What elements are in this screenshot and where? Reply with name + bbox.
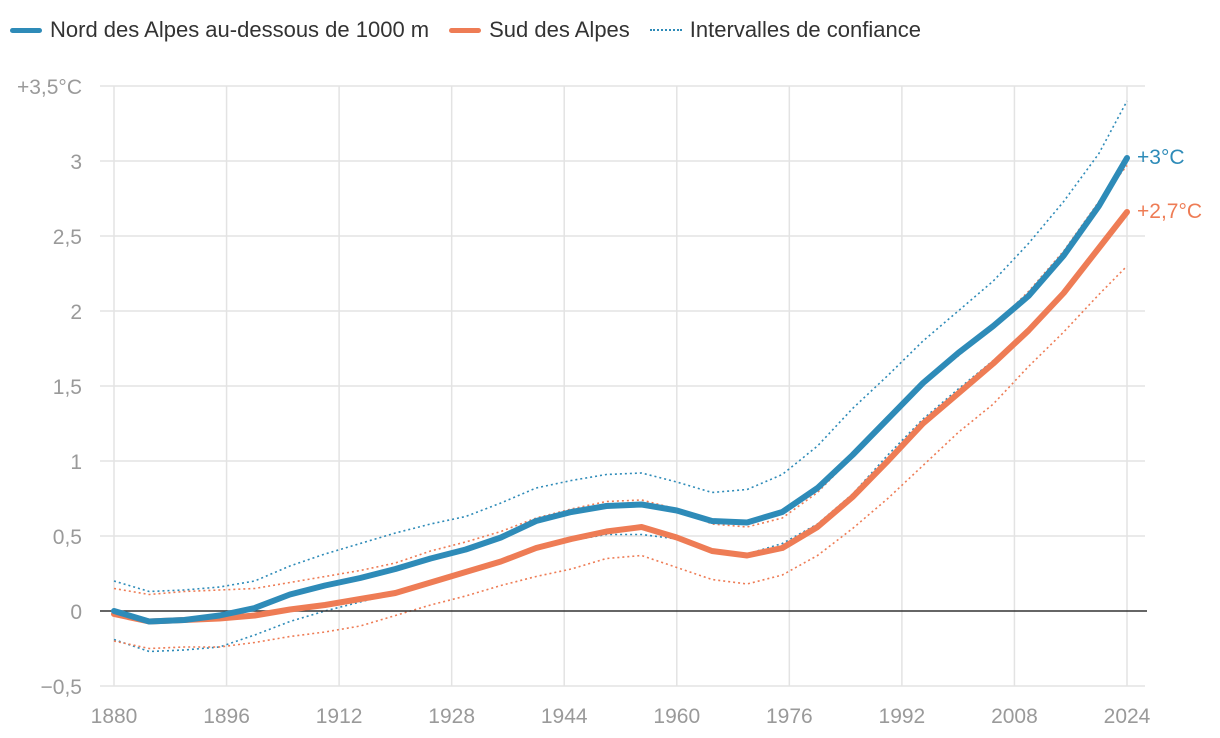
confidence-interval-lines xyxy=(113,100,1128,653)
legend-item-ci[interactable]: Intervalles de confiance xyxy=(649,17,921,43)
y-tick-label: 2 xyxy=(70,301,82,324)
x-tick-label: 1880 xyxy=(91,705,138,728)
x-tick-label: 2008 xyxy=(991,705,1038,728)
x-tick-label: 2024 xyxy=(1104,705,1151,728)
series-south-line xyxy=(111,209,1130,625)
ci-north-lower-line xyxy=(113,212,1128,653)
series-north-line xyxy=(111,155,1130,625)
legend-label-south: Sud des Alpes xyxy=(489,17,630,42)
x-tick-label: 1960 xyxy=(653,705,700,728)
legend-swatch-ci xyxy=(649,29,682,31)
x-tick-label: 1928 xyxy=(428,705,475,728)
x-tick-label: 1912 xyxy=(316,705,363,728)
x-tick-label: 1944 xyxy=(541,705,588,728)
x-tick-label: 1896 xyxy=(203,705,250,728)
y-tick-label: 3 xyxy=(70,151,82,174)
legend-item-south[interactable]: Sud des Alpes xyxy=(449,17,630,43)
legend: Nord des Alpes au-dessous de 1000 m Sud … xyxy=(10,14,941,46)
legend-swatch-north xyxy=(10,27,42,33)
y-tick-label: 1 xyxy=(70,451,82,474)
tick-labels: −0,5 0 0,5 1 1,5 2 2,5 3 +3,5°C 1880 1896 1912 1928 1… xyxy=(17,76,1202,728)
end-label-south: +2,7°C xyxy=(1137,200,1202,223)
legend-label-ci: Intervalles de confiance xyxy=(689,17,921,42)
end-label-north: +3°C xyxy=(1137,146,1185,169)
grid xyxy=(100,85,1145,687)
legend-item-north[interactable]: Nord des Alpes au-dessous de 1000 m xyxy=(10,17,429,43)
y-tick-label: −0,5 xyxy=(41,676,82,699)
legend-label-north: Nord des Alpes au-dessous de 1000 m xyxy=(50,17,430,42)
ci-south-lower-line xyxy=(113,265,1128,650)
y-tick-label: 0,5 xyxy=(53,526,82,549)
series-lines xyxy=(111,155,1130,625)
y-tick-label: 1,5 xyxy=(53,376,82,399)
ci-north-upper-line xyxy=(113,100,1128,593)
y-tick-label: +3,5°C xyxy=(17,76,82,99)
x-tick-label: 1976 xyxy=(766,705,813,728)
y-tick-label: 0 xyxy=(70,601,82,624)
ci-south-upper-line xyxy=(113,165,1128,596)
legend-swatch-south xyxy=(449,27,482,33)
x-tick-label: 1992 xyxy=(879,705,926,728)
y-tick-label: 2,5 xyxy=(53,226,82,249)
